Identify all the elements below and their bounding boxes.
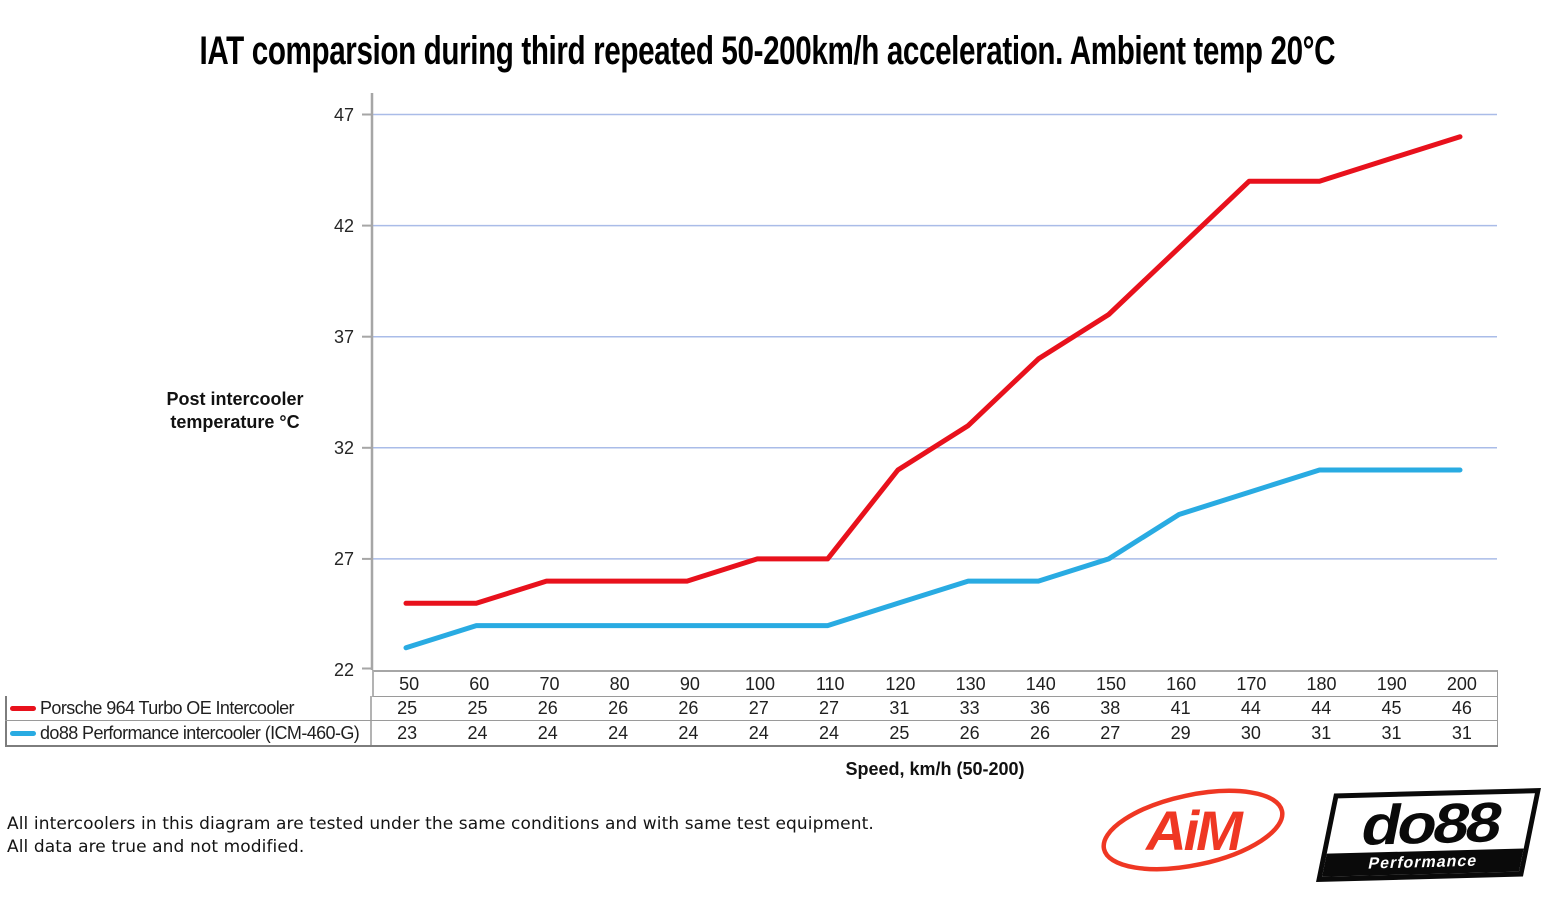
do88-value-cell: 24: [608, 723, 629, 743]
speed-cell: 70: [539, 674, 560, 694]
do88-value-cell: 24: [678, 723, 699, 743]
speed-cell: 180: [1306, 674, 1337, 694]
series-line: [403, 134, 1463, 606]
do88-value-cell: 24: [819, 723, 840, 743]
porsche-value-cell: 33: [959, 698, 980, 718]
table-row-porsche: Porsche 964 Turbo OE Intercooler 25 25 26 2…: [5, 696, 1498, 721]
porsche-value-cell: 41: [1170, 698, 1191, 718]
do88-value-cell: 23: [397, 723, 418, 743]
speed-cell: 120: [885, 674, 916, 694]
table-speed-row: 50 60 70 80 90 100 110 120 130 140 150 160 170 180 190…: [372, 670, 1498, 697]
disclaimer-text: All intercoolers in this diagram are tes…: [7, 814, 874, 857]
do88-value-cell: 31: [1311, 723, 1332, 743]
aim-logo-ellipse: [1101, 788, 1285, 872]
y-tick-label: 47: [333, 104, 354, 125]
do88-value-cell: 30: [1240, 723, 1261, 743]
porsche-value-cell: 31: [889, 698, 910, 718]
y-tick-label: 32: [333, 437, 354, 458]
aim-logo: AiM: [1101, 788, 1285, 872]
speed-cell: 160: [1166, 674, 1197, 694]
do88-value-cell: 24: [748, 723, 769, 743]
speed-cell: 80: [609, 674, 630, 694]
speed-cell: 130: [955, 674, 986, 694]
series-line: [403, 467, 1463, 651]
legend-label: do88 Performance intercooler (ICM-460-G): [40, 722, 360, 743]
y-axis-title: Post intercooler temperature °C: [166, 389, 304, 432]
legend-porsche: Porsche 964 Turbo OE Intercooler: [5, 696, 372, 720]
x-axis-title: Speed, km/h (50-200): [845, 759, 1025, 779]
do88-value-cell: 31: [1381, 723, 1402, 743]
do88-value-cell: 26: [959, 723, 980, 743]
speed-cell: 140: [1025, 674, 1056, 694]
porsche-value-cell: 26: [678, 698, 699, 718]
do88-logo-performance-bar: Performance: [1322, 848, 1524, 877]
aim-logo-text: AiM: [1144, 799, 1244, 862]
do88-logo-text: do88: [1356, 793, 1506, 854]
speed-cell: 200: [1446, 674, 1477, 694]
do88-value-cell: 31: [1451, 723, 1472, 743]
speed-cell: 100: [745, 674, 776, 694]
do88-value-cell: 27: [1100, 723, 1121, 743]
speed-cell: 90: [679, 674, 700, 694]
do88-value-cell: 26: [1029, 723, 1050, 743]
legend-swatch-blue-line: [10, 730, 36, 736]
speed-cell: 170: [1236, 674, 1267, 694]
legend-do88: do88 Performance intercooler (ICM-460-G): [5, 721, 372, 745]
porsche-value-cell: 25: [467, 698, 488, 718]
do88-value-cell: 25: [889, 723, 910, 743]
line-chart-plot: [362, 93, 1497, 670]
do88-logo: do88 Performance: [1316, 788, 1541, 882]
legend-swatch-red-line: [10, 705, 36, 711]
speed-cell: 50: [399, 674, 420, 694]
porsche-value-cell: 44: [1240, 698, 1261, 718]
chart-title: IAT comparsion during third repeated 50-…: [199, 29, 1336, 73]
y-tick-label: 42: [333, 215, 354, 236]
table-row-do88: do88 Performance intercooler (ICM-460-G)…: [5, 721, 1498, 747]
porsche-value-cell: 36: [1029, 698, 1050, 718]
porsche-value-cell: 44: [1311, 698, 1332, 718]
porsche-value-cell: 45: [1381, 698, 1402, 718]
speed-cell: 190: [1376, 674, 1407, 694]
y-tick-label: 22: [333, 660, 354, 680]
porsche-value-cell: 46: [1451, 698, 1472, 718]
speed-cell: 60: [469, 674, 490, 694]
do88-value-cell: 24: [467, 723, 488, 743]
porsche-value-cell: 25: [397, 698, 418, 718]
porsche-value-cell: 26: [608, 698, 629, 718]
do88-value-cell: 24: [537, 723, 558, 743]
speed-cell: 110: [815, 674, 845, 694]
porsche-value-cell: 38: [1100, 698, 1121, 718]
porsche-value-cell: 27: [748, 698, 769, 718]
speed-cell: 150: [1095, 674, 1126, 694]
legend-label: Porsche 964 Turbo OE Intercooler: [40, 697, 295, 718]
do88-value-cell: 29: [1170, 723, 1191, 743]
y-tick-label: 37: [333, 326, 354, 347]
y-tick-label: 27: [333, 548, 354, 569]
porsche-value-cell: 27: [819, 698, 840, 718]
porsche-value-cell: 26: [537, 698, 558, 718]
